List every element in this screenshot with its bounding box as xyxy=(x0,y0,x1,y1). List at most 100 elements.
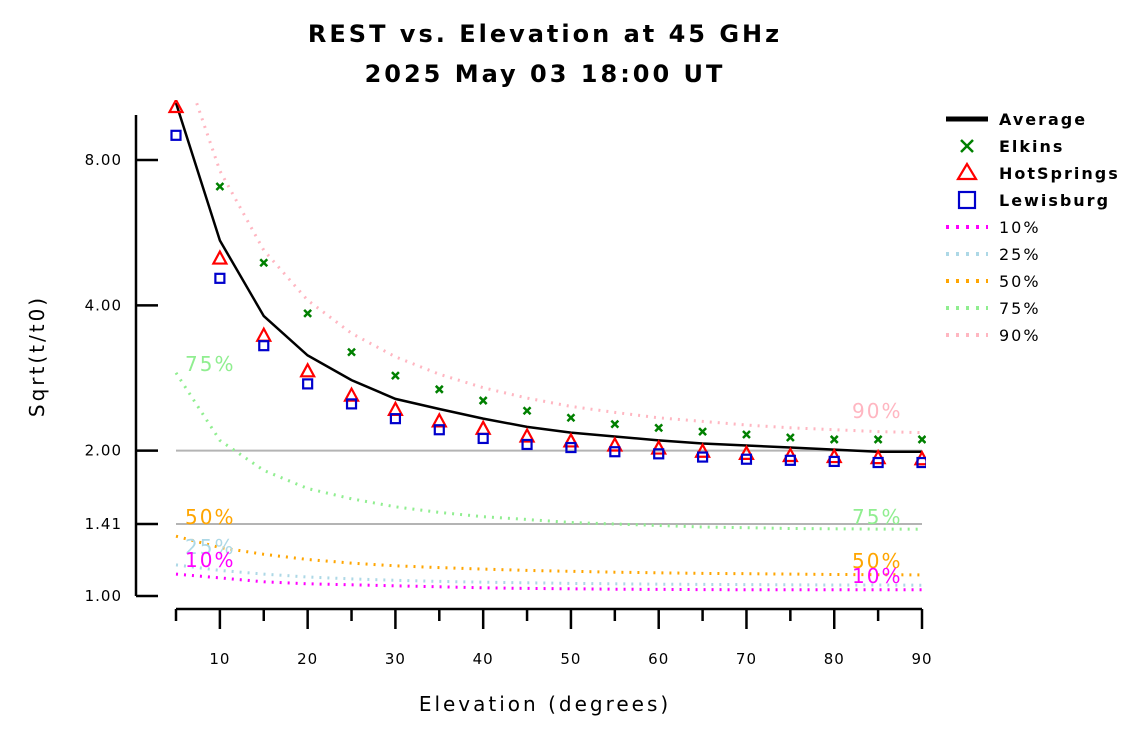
reference-lines xyxy=(176,449,922,525)
series-lewisburg-point xyxy=(916,456,926,469)
legend-swatch-stroke xyxy=(960,139,974,153)
series-elkins-point xyxy=(347,347,356,357)
series-elkins-point xyxy=(829,435,839,444)
curve-annotation: 90% xyxy=(852,399,902,423)
series-lewisburg-point xyxy=(696,451,709,463)
series-75pct-line xyxy=(174,371,923,531)
marker-stroke xyxy=(566,413,576,423)
curve-annotation: 10% xyxy=(185,548,235,572)
x-tick-label: 10 xyxy=(209,650,230,668)
series-elkins-point xyxy=(391,371,400,381)
series-elkins-point xyxy=(566,413,576,423)
legend-label: 10% xyxy=(999,218,1041,237)
series-lewisburg-point xyxy=(740,453,753,465)
legend-item: 75% xyxy=(946,299,1041,318)
series-hotsprings-point xyxy=(694,442,711,458)
series-hotsprings-point xyxy=(211,249,229,265)
legend-item: 90% xyxy=(946,326,1041,345)
series-elkins-point xyxy=(698,427,707,437)
curve-annotation: 50% xyxy=(185,505,235,529)
x-tick-label: 30 xyxy=(385,650,406,668)
marker-stroke xyxy=(391,371,400,381)
series-elkins-point xyxy=(303,308,313,318)
legend-item: Average xyxy=(946,110,1085,129)
series-elkins-point xyxy=(654,423,664,433)
marker-stroke xyxy=(917,435,926,444)
curve-annotation: 75% xyxy=(852,505,902,529)
series-lewisburg-point xyxy=(214,272,226,284)
marker-stroke xyxy=(522,406,532,416)
y-tick-label: 1.41 xyxy=(85,515,122,533)
legend-item: Lewisburg xyxy=(957,190,1110,210)
series-hotsprings-point xyxy=(255,326,273,342)
series-elkins-point xyxy=(259,258,269,268)
legend-label: Lewisburg xyxy=(999,191,1110,210)
legend-swatch-square xyxy=(957,190,977,210)
marker-stroke xyxy=(259,258,269,268)
series-lewisburg-point xyxy=(784,454,796,466)
marker-stroke xyxy=(873,435,883,444)
series-hotsprings-point xyxy=(562,432,580,448)
x-tick-label: 90 xyxy=(911,650,932,668)
series-lewisburg-point xyxy=(653,448,665,460)
series-hotsprings-point xyxy=(430,412,448,428)
series-lewisburg-point xyxy=(565,441,577,454)
x-tick-label: 60 xyxy=(648,650,669,668)
marker-stroke xyxy=(347,347,356,357)
series-hotsprings-point xyxy=(518,427,536,443)
series-lewisburg-point xyxy=(345,398,358,410)
curve-annotation: 25% xyxy=(185,535,235,559)
y-tick-label: 2.00 xyxy=(85,442,122,460)
series-hotsprings-point xyxy=(167,100,185,114)
curve-annotation: 75% xyxy=(185,352,235,376)
legend-item: HotSprings xyxy=(956,161,1120,183)
x-axis-title: Elevation (degrees) xyxy=(419,692,671,716)
series-elkins-point xyxy=(434,384,444,394)
series-elkins-point xyxy=(215,182,225,191)
series-average-line xyxy=(174,102,922,453)
series-lewisburg-point xyxy=(872,456,884,469)
series-lewisburg-point xyxy=(170,129,182,141)
series-hotsprings-point xyxy=(387,400,404,416)
chart-subtitle: 2025 May 03 18:00 UT xyxy=(365,60,726,88)
series-lewisburg-point xyxy=(389,413,402,425)
marker-stroke xyxy=(742,430,751,439)
legend-item: 50% xyxy=(946,272,1041,291)
legend: Average Elkins HotSprings Lewisburg 10% 25% 50… xyxy=(946,110,1120,345)
series-90pct-line xyxy=(194,100,923,435)
legend-label: 75% xyxy=(999,299,1041,318)
series-hotsprings-point xyxy=(343,386,360,402)
series-lewisburg-point xyxy=(609,446,621,458)
x-tick-label: 20 xyxy=(297,650,318,668)
series-lewisburg-point xyxy=(433,424,445,436)
y-axis-title: Sqrt(t/t0) xyxy=(25,295,49,417)
series-elkins-point xyxy=(742,430,751,439)
series-lewisburg-point xyxy=(477,432,489,445)
series-elkins-point xyxy=(610,419,620,429)
markers-layer xyxy=(167,100,926,469)
x-tick-label: 50 xyxy=(560,650,581,668)
legend-item: 25% xyxy=(946,245,1041,264)
axes: 1.00 1.41 2.00 4.00 8.00 10 20 30 40 50 60 70 80 90 xyxy=(85,115,932,668)
series-hotsprings-point xyxy=(650,439,668,455)
legend-label: 50% xyxy=(999,272,1041,291)
legend-label: 90% xyxy=(999,326,1041,345)
legend-label: Elkins xyxy=(999,137,1064,156)
legend-swatch-x xyxy=(960,139,974,153)
marker-stroke xyxy=(303,308,313,318)
marker-stroke xyxy=(829,435,839,444)
legend-label: 25% xyxy=(999,245,1041,264)
chart-title: REST vs. Elevation at 45 GHz xyxy=(308,20,782,48)
x-tick-label: 70 xyxy=(736,650,757,668)
series-lewisburg-point xyxy=(302,378,314,390)
series-hotsprings-point xyxy=(738,444,755,460)
curve-annotation: 50% xyxy=(852,549,902,573)
series-50pct-line xyxy=(175,534,923,577)
annotations-layer: 75%50%25%10%90%75%50%10% xyxy=(185,352,902,588)
series-elkins-point xyxy=(785,433,795,442)
legend-label: HotSprings xyxy=(999,164,1120,183)
series-elkins-point xyxy=(917,435,926,444)
series-elkins-point xyxy=(522,406,532,416)
series-hotsprings-point xyxy=(474,419,492,435)
